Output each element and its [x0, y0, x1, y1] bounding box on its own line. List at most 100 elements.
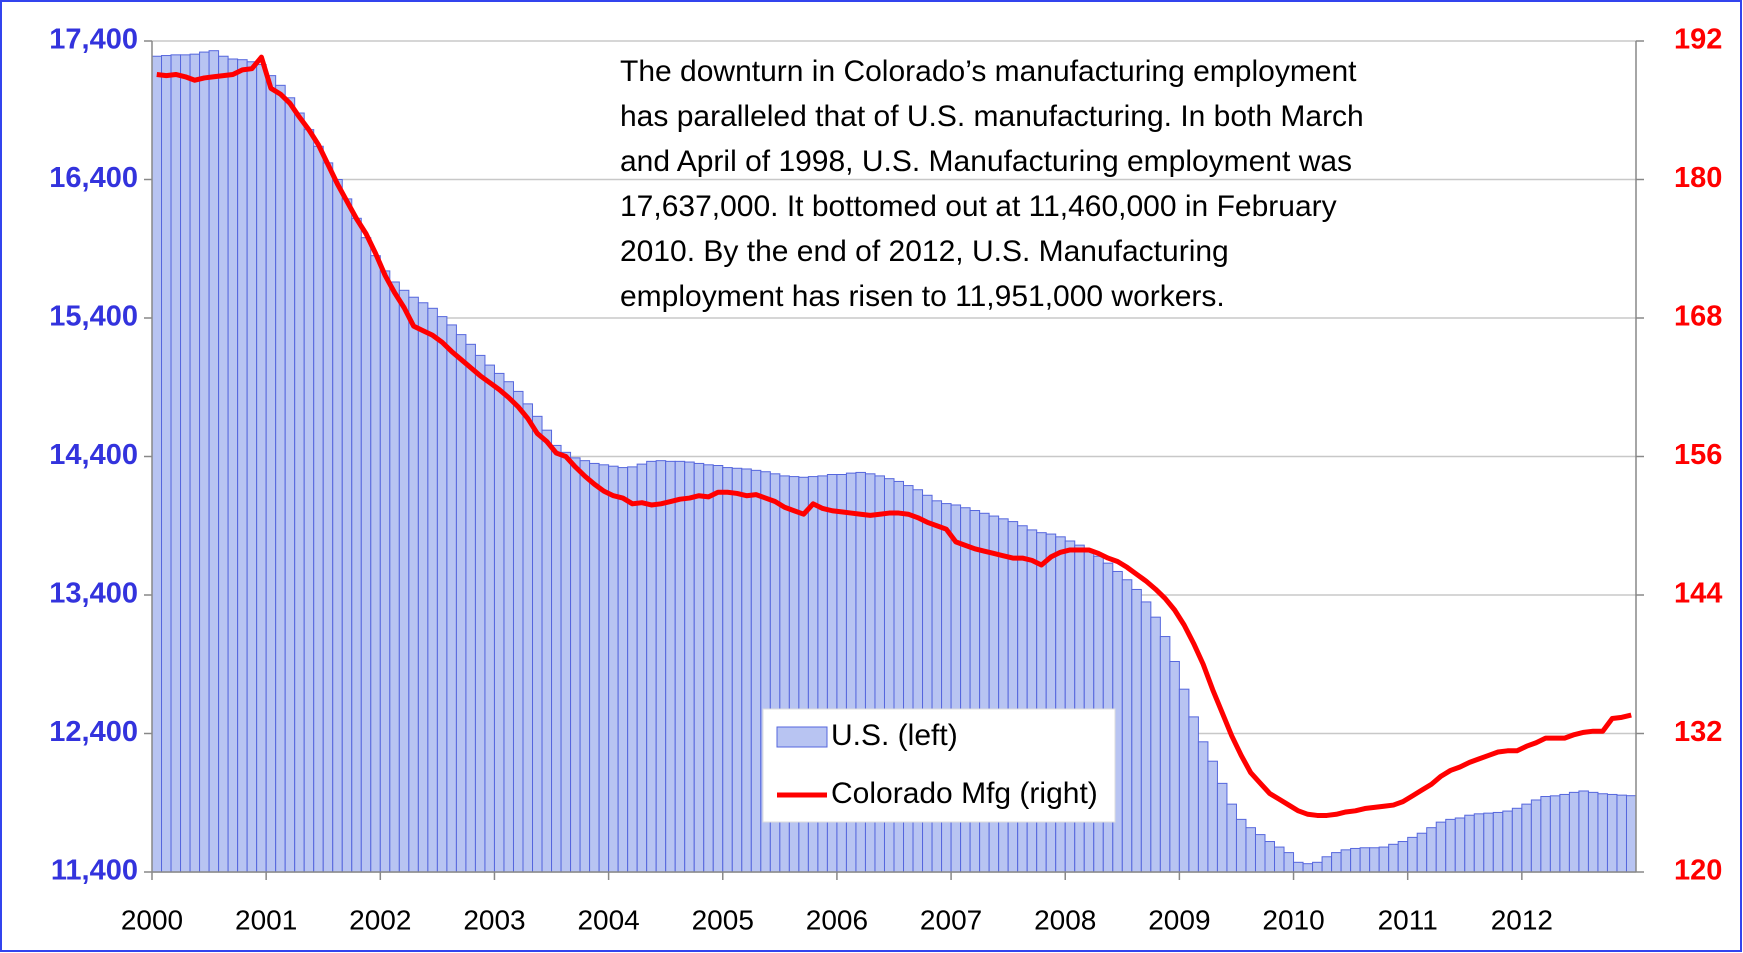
bar — [1235, 818, 1247, 873]
bar — [512, 390, 524, 873]
legend-label: U.S. (left) — [831, 719, 958, 752]
y-tick-label: 12,400 — [49, 716, 138, 748]
bar — [246, 61, 258, 873]
y2-tick-label: 168 — [1674, 301, 1722, 333]
bar — [570, 457, 581, 873]
bar — [636, 463, 648, 873]
bar — [370, 255, 381, 873]
bar — [1293, 861, 1304, 873]
bar — [1321, 856, 1333, 873]
legend: U.S. (left) Colorado Mfg (right) — [762, 708, 1116, 823]
bar — [1359, 847, 1371, 873]
x-tick-label: 2008 — [1034, 904, 1096, 935]
legend-swatch — [776, 726, 828, 748]
bar — [417, 302, 429, 873]
bar — [1502, 810, 1513, 873]
y-tick-label: 16,400 — [49, 162, 138, 194]
bar — [1597, 793, 1608, 873]
bar — [617, 467, 629, 873]
y-tick-label: 17,400 — [49, 24, 138, 56]
annotation: 2010. By the end of 2012, U.S. Manufactu… — [620, 235, 1229, 268]
bar — [275, 84, 286, 873]
bar — [1226, 803, 1237, 873]
bar — [218, 55, 229, 873]
bar — [684, 461, 695, 873]
x-tick-label: 2012 — [1491, 904, 1553, 935]
bar — [161, 55, 172, 873]
x-tick-label: 2003 — [463, 904, 525, 935]
bar — [303, 129, 315, 873]
bar — [427, 307, 438, 873]
bar — [1473, 813, 1485, 873]
bar — [1530, 799, 1542, 873]
x-tick-label: 2005 — [692, 904, 754, 935]
bar — [1169, 660, 1180, 873]
bar — [541, 429, 553, 873]
bar — [741, 468, 752, 873]
bar — [589, 462, 600, 873]
annotation: The downturn in Colorado’s manufacturing… — [620, 55, 1357, 88]
bar — [227, 58, 239, 873]
bar — [170, 54, 182, 873]
bar — [551, 444, 562, 873]
bar — [608, 465, 619, 873]
bar — [1606, 793, 1618, 873]
bar — [1549, 795, 1561, 873]
bar — [341, 198, 353, 873]
annotation: 17,637,000. It bottomed out at 11,460,00… — [620, 190, 1337, 223]
bar — [1140, 601, 1152, 873]
x-tick-label: 2006 — [806, 904, 868, 935]
bar — [1559, 793, 1570, 873]
x-tick-label: 2007 — [920, 904, 982, 935]
bar — [1188, 716, 1199, 873]
y-tick-label: 15,400 — [49, 301, 138, 333]
bar — [1435, 821, 1447, 873]
bar — [1350, 847, 1361, 873]
line — [156, 54, 1632, 818]
x-tick-label: 2011 — [1378, 904, 1438, 935]
bar — [722, 467, 733, 873]
bar — [560, 451, 572, 873]
bar — [1587, 791, 1599, 873]
bar — [455, 334, 467, 873]
bar — [484, 364, 495, 873]
bar — [1274, 846, 1285, 873]
bar — [655, 460, 667, 873]
bar — [1312, 861, 1323, 873]
lines — [156, 54, 1632, 818]
bar — [1540, 796, 1551, 873]
x-tick-label: 2004 — [577, 904, 639, 935]
bar — [1131, 588, 1142, 873]
bar — [1283, 852, 1295, 873]
bar — [237, 59, 248, 873]
bar — [1197, 741, 1209, 873]
bar — [1511, 807, 1523, 873]
bar — [199, 51, 210, 873]
bar — [1492, 811, 1504, 873]
bar — [474, 354, 486, 873]
bar — [332, 179, 343, 873]
bar — [1378, 846, 1390, 873]
bar — [208, 50, 220, 873]
bar — [1340, 849, 1352, 873]
x-tick-label: 2001 — [235, 904, 297, 935]
bar — [465, 343, 476, 873]
bar — [1483, 812, 1494, 873]
bar — [180, 54, 191, 873]
bar — [503, 381, 514, 873]
bar — [646, 460, 657, 873]
bar — [351, 217, 362, 873]
bar — [1445, 818, 1456, 873]
bar — [1178, 688, 1190, 873]
bar — [436, 316, 448, 873]
bar — [674, 460, 686, 873]
bar — [265, 75, 277, 873]
annotation: and April of 1998, U.S. Manufacturing em… — [620, 145, 1352, 178]
y2-tick-label: 192 — [1674, 24, 1722, 56]
bar — [522, 403, 534, 873]
bars — [151, 50, 1637, 873]
bar — [360, 237, 372, 873]
bar — [1426, 827, 1437, 873]
